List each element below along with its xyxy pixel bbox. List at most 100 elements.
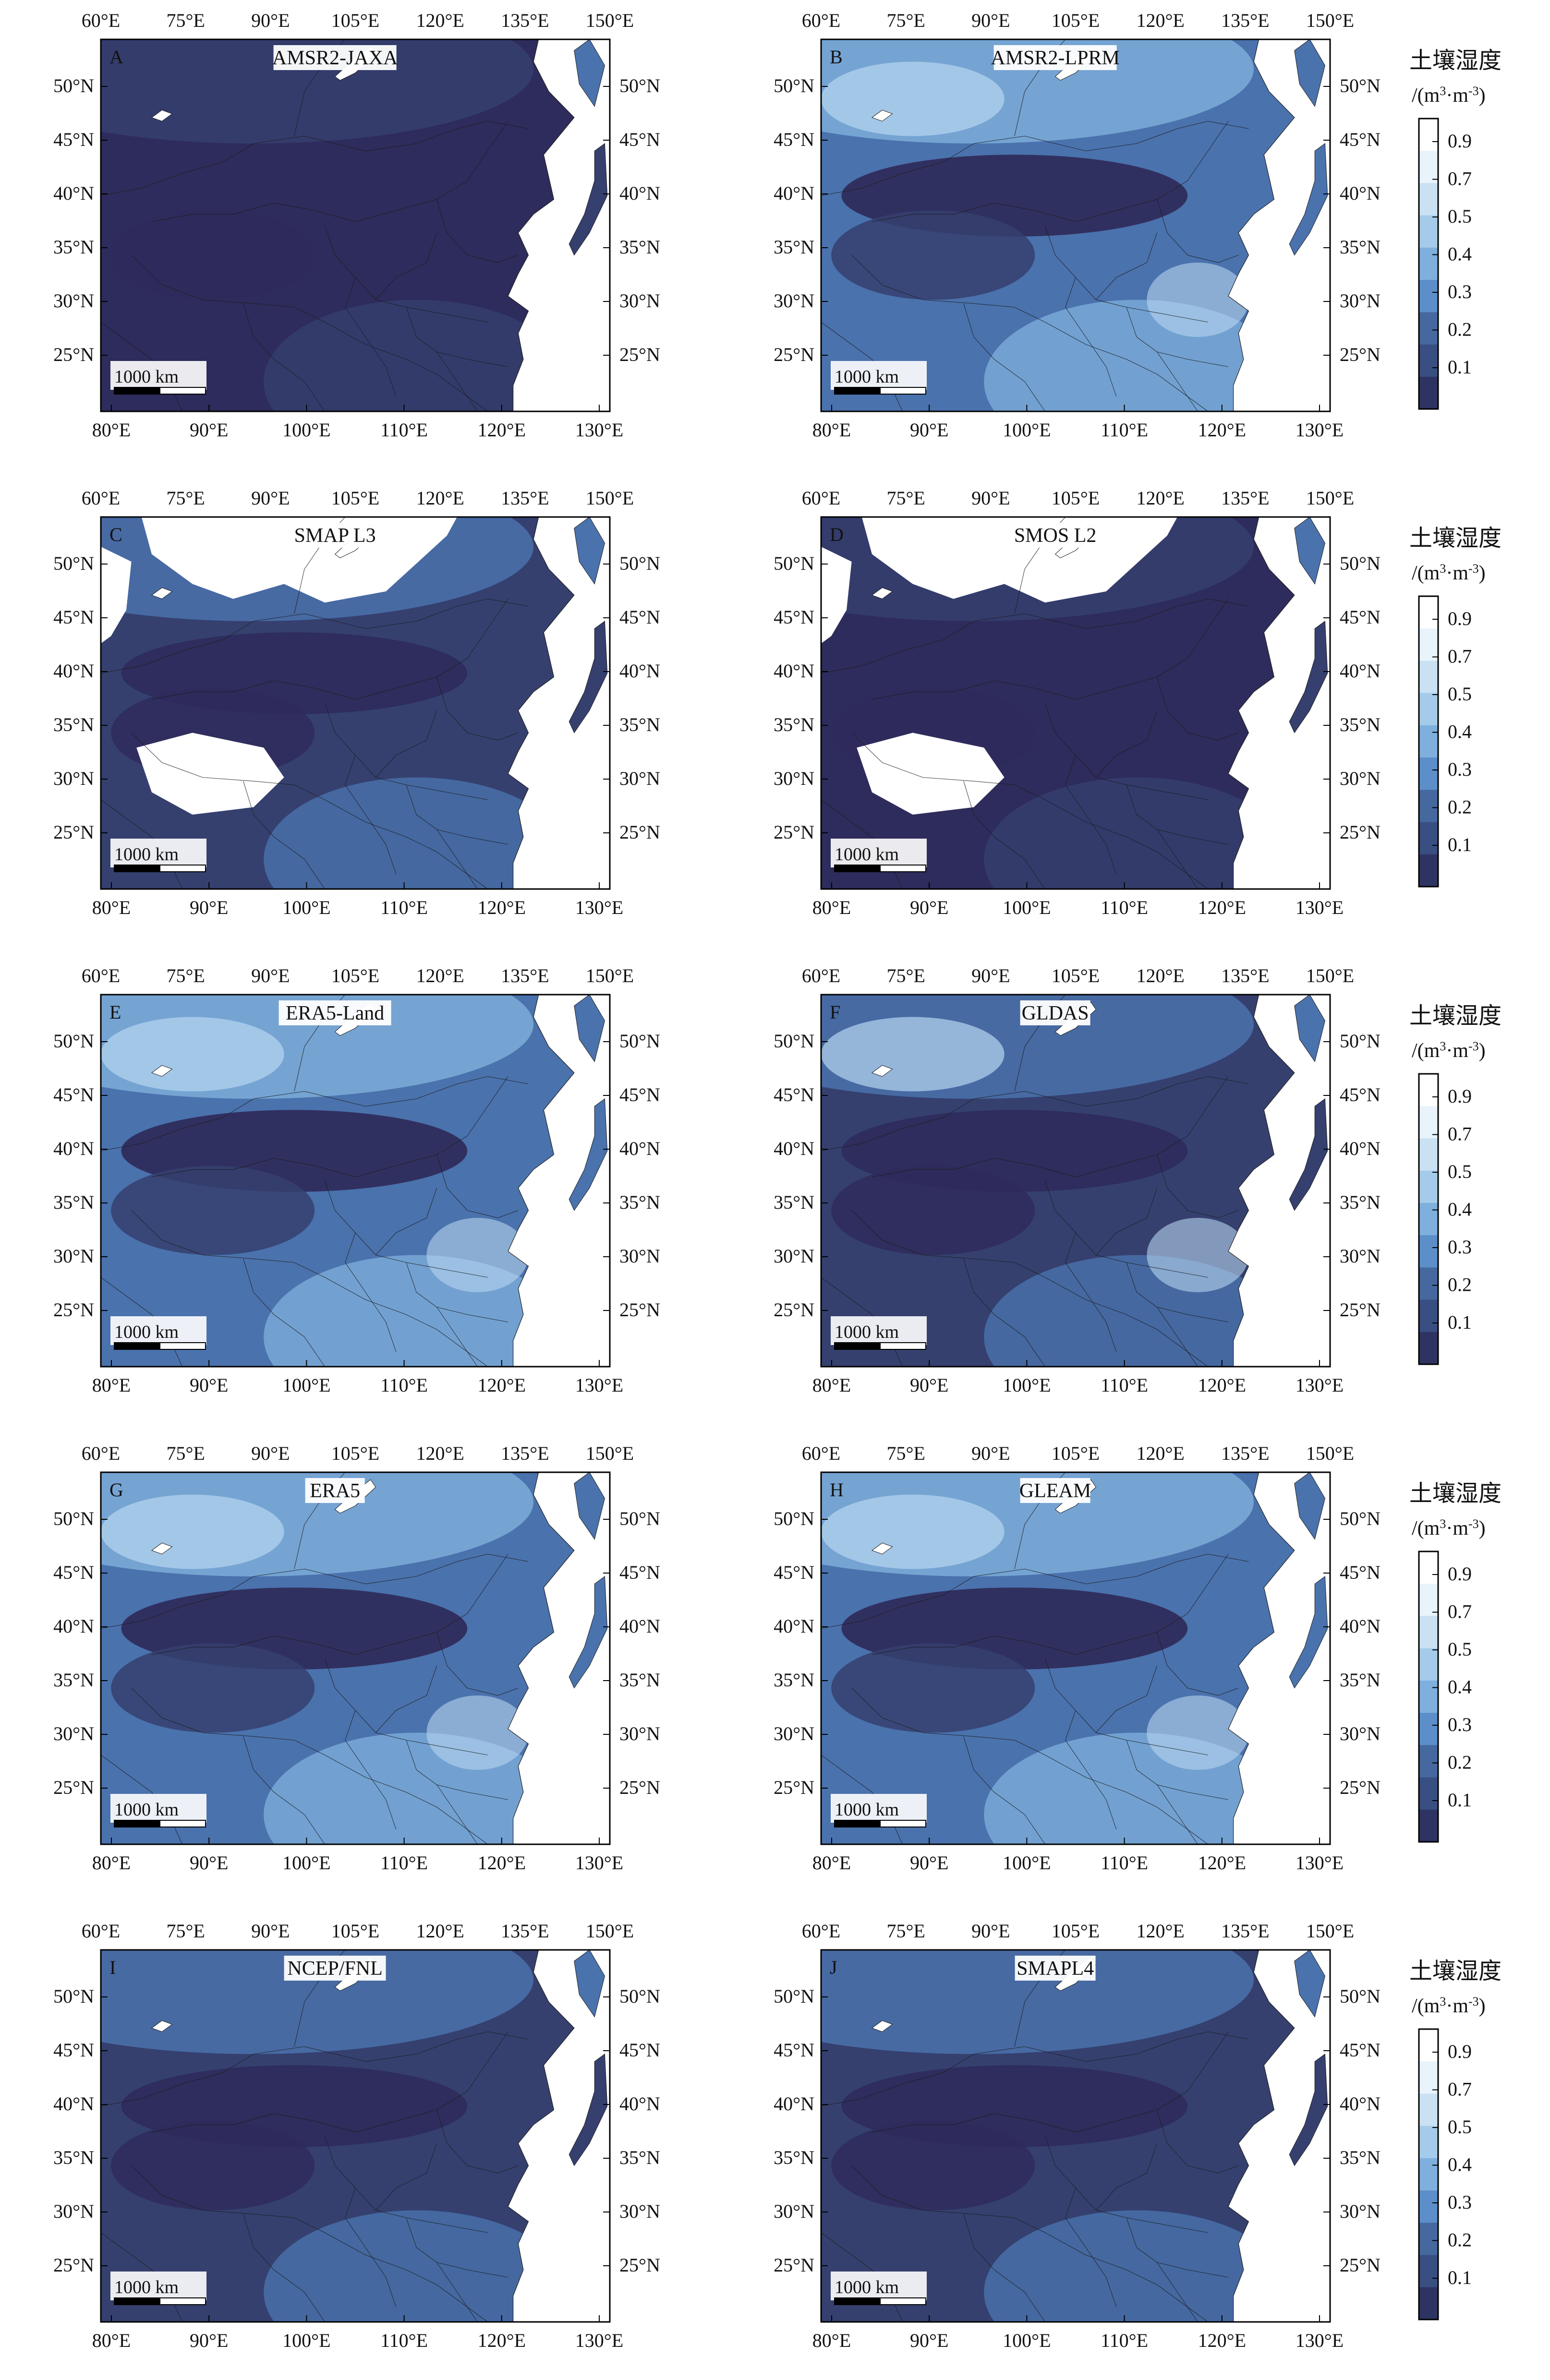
right-latitude-label: 45°N bbox=[619, 1562, 660, 1583]
colorbar-step bbox=[1419, 183, 1438, 216]
colorbar-tick-label: 0.4 bbox=[1448, 1676, 1472, 1698]
wet-highlight bbox=[821, 61, 1005, 136]
colorbar-tick-label: 0.9 bbox=[1448, 2041, 1472, 2062]
bottom-longitude-label: 100°E bbox=[282, 1852, 330, 1874]
bottom-longitude-label: 130°E bbox=[1296, 419, 1344, 441]
top-longitude-label: 75°E bbox=[886, 1920, 925, 1942]
right-latitude-label: 35°N bbox=[1340, 1669, 1380, 1691]
top-longitude-label: 105°E bbox=[331, 965, 379, 986]
panel-g: G ERA5 1000 km 60°E 75°E 90°E 105°E 120°E 135°E 1… bbox=[53, 1442, 660, 1874]
sakhalin bbox=[574, 517, 605, 585]
right-latitude-label: 50°N bbox=[1340, 553, 1380, 574]
japan-islands bbox=[1289, 2054, 1328, 2166]
left-latitude-label: 25°N bbox=[53, 1777, 94, 1798]
lake-balkhash bbox=[871, 2020, 893, 2032]
missing-data-west bbox=[101, 547, 132, 644]
boundary-line bbox=[1157, 829, 1198, 889]
japan-islands bbox=[569, 1576, 608, 1689]
left-latitude-label: 40°N bbox=[774, 2093, 814, 2115]
boundary-line bbox=[872, 599, 1229, 700]
ocean bbox=[508, 39, 610, 411]
colorbar-tick-label: 0.9 bbox=[1448, 1085, 1472, 1107]
unit-text: ·m bbox=[1446, 84, 1468, 107]
colorbar-step bbox=[1419, 822, 1438, 855]
top-longitude-label: 120°E bbox=[416, 487, 464, 509]
lake-balkhash bbox=[151, 1542, 173, 1555]
boundary-line bbox=[963, 781, 1045, 889]
unit-superscript: 3 bbox=[1440, 84, 1446, 98]
colorbar-step bbox=[1419, 757, 1438, 790]
map-frame bbox=[100, 1949, 611, 2323]
colorbar-tick-label: 0.3 bbox=[1448, 2191, 1472, 2213]
panel-title: AMSR2-JAXA bbox=[272, 47, 398, 69]
top-longitude-label: 120°E bbox=[416, 1920, 464, 1942]
bottom-longitude-label: 110°E bbox=[1101, 897, 1148, 918]
top-longitude-label: 60°E bbox=[82, 1920, 120, 1942]
left-latitude-label: 35°N bbox=[774, 2147, 814, 2168]
colorbar-step bbox=[1419, 2223, 1438, 2256]
left-latitude-label: 35°N bbox=[774, 714, 814, 735]
top-longitude-label: 75°E bbox=[166, 10, 205, 31]
unit-text: /(m bbox=[1412, 562, 1440, 584]
unit-text: ) bbox=[1479, 1995, 1486, 2017]
map-frame bbox=[820, 1471, 1331, 1845]
bottom-longitude-label: 100°E bbox=[1003, 2330, 1051, 2351]
map-frame bbox=[100, 516, 611, 890]
left-latitude-label: 30°N bbox=[53, 1723, 94, 1744]
top-longitude-label: 60°E bbox=[802, 965, 840, 986]
map-frame bbox=[100, 994, 611, 1368]
map-area bbox=[101, 517, 610, 889]
left-latitude-label: 35°N bbox=[53, 2147, 94, 2168]
boundary-line bbox=[1157, 1784, 1198, 1844]
colorbar-step bbox=[1419, 344, 1438, 377]
top-longitude-label: 105°E bbox=[1052, 1442, 1100, 1464]
bottom-longitude-label: 130°E bbox=[575, 419, 623, 441]
wet-highlight bbox=[101, 1017, 284, 1092]
bottom-longitude-label: 120°E bbox=[1198, 2330, 1246, 2351]
colorbar-4: 土壤湿度 /(m3·m-3) 0.9 0.7 0.5 0.4 0.3 0.2 0.1 bbox=[1409, 1481, 1502, 1843]
top-longitude-label: 90°E bbox=[251, 10, 290, 31]
map-area bbox=[821, 1950, 1330, 2322]
boundary-line bbox=[243, 1736, 325, 1844]
scale-bar-black bbox=[114, 1820, 160, 1827]
colorbar-frame bbox=[1418, 118, 1439, 410]
boundary-line bbox=[851, 2165, 1208, 2322]
panel-f: F GLDAS 1000 km 60°E 75°E 90°E 105°E 120°E 135°E… bbox=[774, 965, 1380, 1396]
map-area bbox=[101, 39, 610, 411]
right-latitude-label: 50°N bbox=[619, 75, 660, 96]
right-latitude-label: 50°N bbox=[1340, 1985, 1380, 2007]
left-latitude-label: 50°N bbox=[53, 75, 94, 96]
left-latitude-label: 30°N bbox=[53, 290, 94, 312]
top-longitude-label: 105°E bbox=[331, 1920, 379, 1942]
top-longitude-label: 90°E bbox=[971, 487, 1010, 509]
colorbar-tick-label: 0.7 bbox=[1448, 1123, 1472, 1145]
boundary-line bbox=[151, 1076, 509, 1178]
top-longitude-label: 135°E bbox=[1221, 487, 1269, 509]
colorbar-step bbox=[1419, 1777, 1438, 1810]
scale-bar-black bbox=[114, 1342, 160, 1350]
right-latitude-label: 35°N bbox=[619, 2147, 660, 2168]
colorbar-tick-label: 0.5 bbox=[1448, 2116, 1472, 2138]
colorbar-step bbox=[1419, 1648, 1438, 1681]
right-latitude-label: 30°N bbox=[619, 768, 660, 789]
right-latitude-label: 50°N bbox=[619, 1985, 660, 2007]
left-latitude-label: 25°N bbox=[53, 2254, 94, 2276]
colorbar-step bbox=[1419, 2255, 1438, 2288]
sakhalin bbox=[1294, 39, 1325, 107]
left-latitude-label: 45°N bbox=[774, 1562, 814, 1583]
boundary-line bbox=[963, 303, 1045, 411]
top-longitude-label: 90°E bbox=[971, 1920, 1010, 1942]
boundary-line bbox=[436, 2110, 519, 2174]
scale-bar-white bbox=[880, 2297, 926, 2305]
scale-bar-bg bbox=[831, 839, 927, 867]
sakhalin bbox=[574, 1472, 605, 1540]
boundary-line bbox=[436, 1307, 478, 1367]
left-latitude-label: 25°N bbox=[53, 344, 94, 365]
bottom-longitude-label: 100°E bbox=[282, 419, 330, 441]
right-latitude-label: 25°N bbox=[619, 1299, 660, 1321]
bottom-longitude-label: 130°E bbox=[575, 897, 623, 918]
bottom-longitude-label: 110°E bbox=[1101, 419, 1148, 441]
left-latitude-label: 50°N bbox=[774, 1985, 814, 2007]
bottom-longitude-label: 80°E bbox=[92, 1374, 131, 1396]
